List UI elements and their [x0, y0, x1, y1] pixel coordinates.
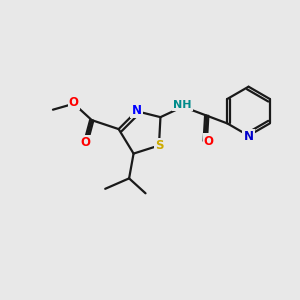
Text: S: S — [155, 139, 164, 152]
Text: NH: NH — [173, 100, 191, 110]
Text: N: N — [244, 130, 254, 143]
Text: N: N — [132, 104, 142, 117]
Text: O: O — [69, 96, 79, 109]
Text: O: O — [80, 136, 90, 149]
Text: O: O — [204, 134, 214, 148]
